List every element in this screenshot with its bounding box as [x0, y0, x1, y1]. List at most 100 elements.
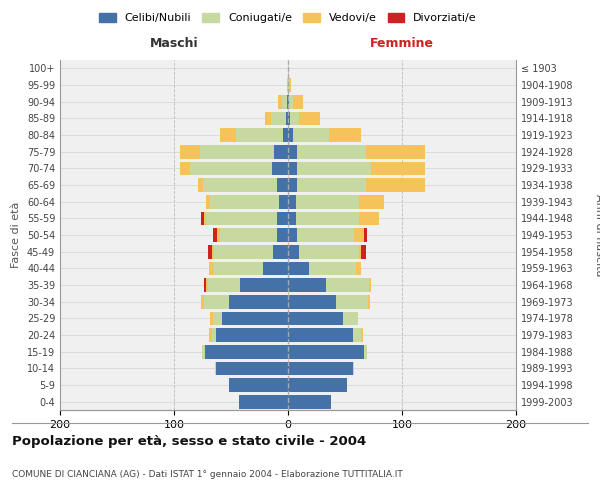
- Bar: [203, 178, 277, 192]
- Bar: [217, 228, 220, 242]
- Bar: [277, 212, 288, 225]
- Bar: [359, 212, 379, 225]
- Bar: [274, 145, 288, 158]
- Text: Maschi: Maschi: [149, 37, 199, 50]
- Bar: [364, 228, 367, 242]
- Bar: [215, 362, 216, 375]
- Bar: [214, 262, 263, 275]
- Bar: [288, 312, 343, 325]
- Bar: [206, 195, 211, 208]
- Bar: [211, 312, 213, 325]
- Bar: [297, 145, 365, 158]
- Bar: [273, 245, 288, 258]
- Bar: [288, 345, 364, 358]
- Bar: [288, 228, 297, 242]
- Bar: [286, 112, 288, 125]
- Bar: [206, 278, 208, 292]
- Bar: [220, 228, 277, 242]
- Legend: Celibi/Nubili, Coniugati/e, Vedovi/e, Divorziati/e: Celibi/Nubili, Coniugati/e, Vedovi/e, Di…: [95, 8, 481, 28]
- Text: COMUNE DI CIANCIANA (AG) - Dati ISTAT 1° gennaio 2004 - Elaborazione TUTTITALIA.: COMUNE DI CIANCIANA (AG) - Dati ISTAT 1°…: [12, 470, 403, 479]
- Bar: [361, 328, 363, 342]
- Bar: [213, 228, 217, 242]
- Y-axis label: Fasce di età: Fasce di età: [11, 202, 21, 268]
- Bar: [229, 378, 288, 392]
- Bar: [288, 378, 347, 392]
- Bar: [343, 312, 358, 325]
- Bar: [288, 262, 308, 275]
- Bar: [212, 245, 214, 258]
- Bar: [200, 145, 274, 158]
- Bar: [180, 162, 190, 175]
- Bar: [308, 262, 356, 275]
- Bar: [240, 278, 288, 292]
- Bar: [287, 78, 288, 92]
- Bar: [216, 328, 288, 342]
- Bar: [289, 78, 292, 92]
- Bar: [289, 95, 293, 108]
- Bar: [206, 212, 277, 225]
- Bar: [179, 145, 200, 158]
- Bar: [297, 178, 365, 192]
- Bar: [265, 112, 271, 125]
- Bar: [288, 245, 299, 258]
- Bar: [293, 128, 329, 142]
- Bar: [296, 195, 359, 208]
- Bar: [202, 212, 203, 225]
- Bar: [288, 145, 297, 158]
- Bar: [283, 95, 287, 108]
- Bar: [209, 262, 214, 275]
- Bar: [329, 128, 361, 142]
- Bar: [202, 295, 203, 308]
- Bar: [202, 345, 205, 358]
- Bar: [211, 195, 279, 208]
- Text: Femmine: Femmine: [370, 37, 434, 50]
- Bar: [220, 128, 236, 142]
- Bar: [213, 312, 222, 325]
- Bar: [297, 162, 371, 175]
- Bar: [203, 278, 206, 292]
- Bar: [296, 212, 359, 225]
- Bar: [236, 128, 283, 142]
- Bar: [278, 95, 283, 108]
- Bar: [263, 262, 288, 275]
- Bar: [222, 312, 288, 325]
- Bar: [198, 178, 203, 192]
- Bar: [279, 195, 288, 208]
- Bar: [216, 362, 288, 375]
- Bar: [290, 112, 299, 125]
- Bar: [214, 245, 273, 258]
- Bar: [277, 228, 288, 242]
- Bar: [287, 95, 288, 108]
- Bar: [288, 362, 353, 375]
- Bar: [208, 278, 240, 292]
- Bar: [369, 278, 371, 292]
- Bar: [205, 345, 288, 358]
- Bar: [239, 395, 288, 408]
- Bar: [283, 128, 288, 142]
- Bar: [336, 295, 368, 308]
- Bar: [368, 295, 370, 308]
- Bar: [364, 345, 367, 358]
- Bar: [203, 295, 229, 308]
- Bar: [299, 245, 359, 258]
- Bar: [288, 212, 296, 225]
- Bar: [288, 195, 296, 208]
- Bar: [288, 162, 297, 175]
- Bar: [277, 178, 288, 192]
- Bar: [356, 262, 361, 275]
- Text: Popolazione per età, sesso e stato civile - 2004: Popolazione per età, sesso e stato civil…: [12, 435, 366, 448]
- Bar: [365, 178, 425, 192]
- Bar: [288, 278, 326, 292]
- Bar: [190, 162, 272, 175]
- Bar: [361, 245, 365, 258]
- Bar: [271, 112, 286, 125]
- Bar: [326, 278, 369, 292]
- Bar: [212, 328, 216, 342]
- Bar: [288, 128, 293, 142]
- Bar: [297, 228, 354, 242]
- Bar: [203, 212, 206, 225]
- Bar: [288, 295, 336, 308]
- Bar: [288, 395, 331, 408]
- Bar: [293, 95, 303, 108]
- Y-axis label: Anni di nascita: Anni di nascita: [595, 194, 600, 276]
